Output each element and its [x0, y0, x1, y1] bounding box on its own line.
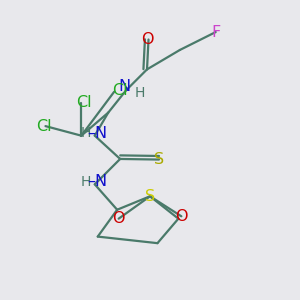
- Text: H: H: [81, 126, 91, 140]
- Text: S: S: [145, 189, 155, 204]
- Text: Cl: Cl: [112, 83, 127, 98]
- Text: –N: –N: [87, 175, 107, 190]
- Text: O: O: [175, 209, 188, 224]
- Text: F: F: [211, 25, 220, 40]
- Text: –N: –N: [87, 126, 107, 141]
- Text: H: H: [81, 175, 91, 189]
- Text: O: O: [112, 211, 125, 226]
- Text: S: S: [154, 152, 164, 167]
- Text: H: H: [134, 86, 145, 100]
- Text: N: N: [118, 79, 131, 94]
- Text: O: O: [141, 32, 153, 47]
- Text: Cl: Cl: [76, 95, 92, 110]
- Text: Cl: Cl: [36, 118, 52, 134]
